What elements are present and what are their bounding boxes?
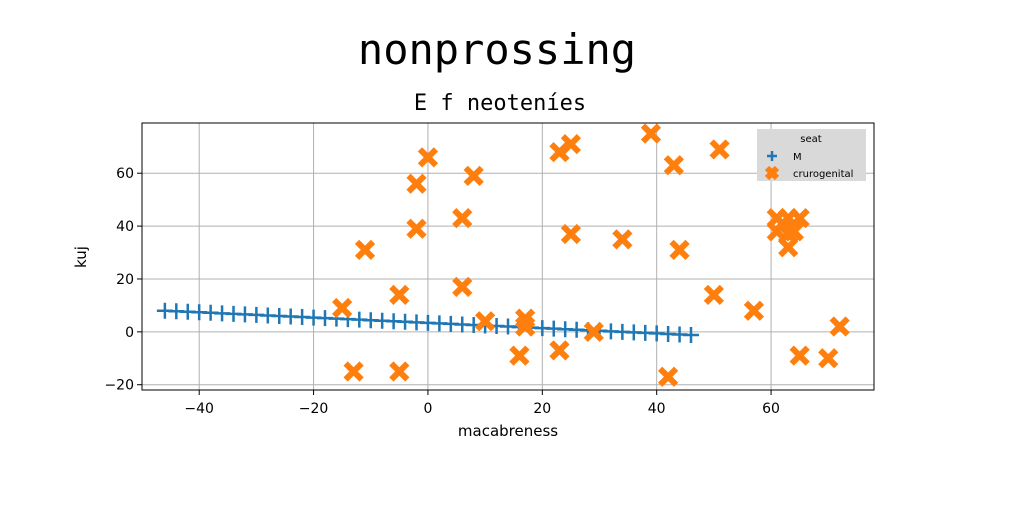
plot-markers bbox=[156, 123, 850, 387]
series-2-point bbox=[354, 239, 376, 261]
series-2-point bbox=[389, 284, 410, 305]
legend-marker-2 bbox=[764, 165, 780, 181]
legend-marker-1 bbox=[767, 151, 777, 161]
series-2-point bbox=[406, 218, 427, 239]
series-2-point bbox=[475, 311, 496, 332]
axis-ticks: −40 −20 0 20 40 60 −20 0 20 40 60 bbox=[104, 166, 780, 417]
series-2-point bbox=[417, 147, 439, 168]
plot-frame bbox=[141, 122, 875, 391]
series-2-point bbox=[663, 155, 684, 176]
series-2-point bbox=[406, 173, 427, 194]
y-axis-label: kuj bbox=[72, 246, 90, 268]
y-tick-label: −20 bbox=[104, 378, 134, 394]
series-2-point bbox=[452, 208, 473, 229]
series-2-point bbox=[583, 321, 604, 342]
series-1-point bbox=[683, 327, 699, 344]
series-2-point bbox=[703, 284, 724, 305]
series-2 bbox=[332, 123, 850, 387]
series-2-point bbox=[560, 223, 582, 245]
legend-title: seat bbox=[800, 134, 821, 145]
y-tick-label: 0 bbox=[125, 325, 134, 341]
x-tick-label: 60 bbox=[762, 401, 780, 417]
x-axis-label: macabreness bbox=[458, 422, 558, 440]
series-2-point bbox=[343, 361, 364, 382]
series-2-point bbox=[658, 366, 679, 387]
y-tick-label: 20 bbox=[116, 272, 134, 288]
x-tick-label: −40 bbox=[184, 401, 214, 417]
series-2-point bbox=[709, 139, 730, 160]
series-2-point bbox=[818, 348, 839, 369]
series-1 bbox=[156, 302, 699, 344]
y-tick-label: 60 bbox=[116, 166, 134, 182]
x-tick-label: 20 bbox=[533, 401, 551, 417]
series-2-point bbox=[789, 345, 810, 366]
series-2-point bbox=[549, 340, 570, 361]
x-tick-label: −20 bbox=[299, 401, 329, 417]
series-2-point bbox=[612, 229, 633, 250]
series-2-point bbox=[829, 316, 850, 337]
series-2-point bbox=[515, 308, 536, 329]
legend-label-2: crurogenital bbox=[793, 169, 853, 180]
legend-label-1: M bbox=[793, 152, 802, 163]
chart-suptitle: nonprossing bbox=[358, 25, 636, 74]
series-2-point bbox=[743, 300, 765, 321]
series-2-point bbox=[452, 276, 473, 298]
series-2-point bbox=[789, 208, 810, 229]
series-2-point bbox=[783, 221, 805, 242]
x-tick-label: 0 bbox=[423, 401, 432, 417]
chart-title: E f neoteníes bbox=[414, 91, 586, 116]
x-tick-label: 40 bbox=[648, 401, 666, 417]
series-2-point bbox=[778, 237, 799, 258]
y-tick-label: 40 bbox=[116, 219, 134, 235]
series-2-point bbox=[669, 239, 690, 261]
series-2-point bbox=[640, 123, 662, 144]
series-2-point bbox=[389, 361, 410, 382]
series-2-point bbox=[463, 165, 484, 186]
series-2-point bbox=[509, 345, 530, 366]
series-2-point bbox=[560, 134, 582, 155]
series-2-point bbox=[332, 297, 353, 319]
